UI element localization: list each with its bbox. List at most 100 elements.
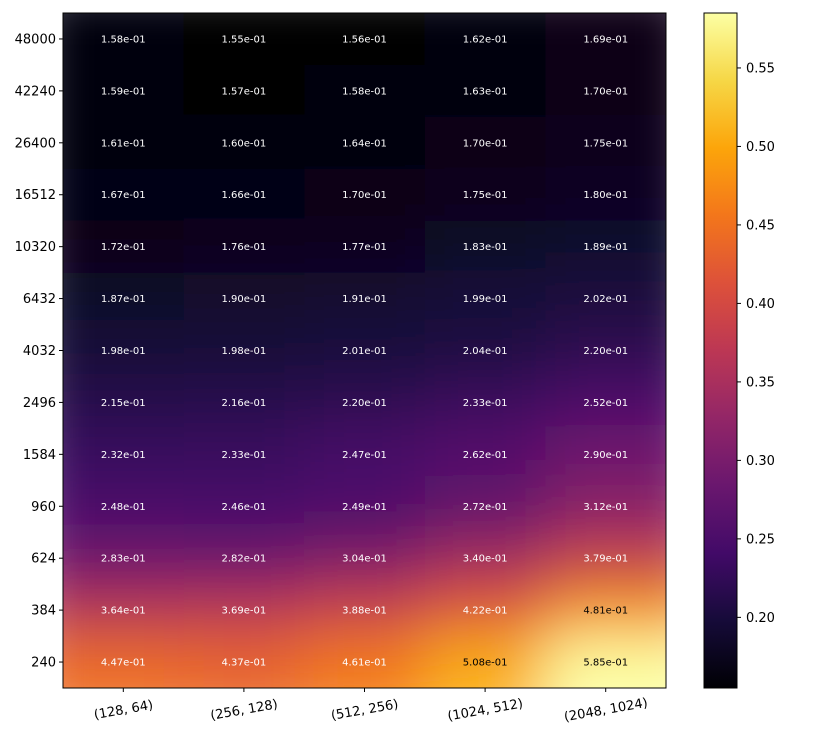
heatmap-cell [304, 116, 426, 170]
cell-value-label: 2.16e-01 [222, 398, 267, 409]
cell-value-label: 1.58e-01 [101, 34, 146, 45]
heatmap-cell [304, 532, 426, 585]
cell-value-label: 1.87e-01 [101, 294, 146, 305]
cell-value-label: 3.04e-01 [342, 554, 387, 565]
heatmap-cell [545, 428, 666, 481]
cell-labels: 1.58e-01 1.55e-01 1.56e-01 1.62e-01 1.69e-01… [101, 34, 628, 668]
heatmap-cell [545, 636, 666, 688]
y-tick-label: 10320 [15, 240, 56, 255]
heatmap-cell [63, 376, 185, 429]
cell-value-label: 1.70e-01 [342, 190, 387, 201]
heatmap-cell [183, 13, 305, 66]
cell-value-label: 2.49e-01 [342, 502, 387, 513]
heatmap-cell [424, 64, 546, 118]
cell-value-label: 5.08e-01 [463, 658, 508, 669]
heatmap-cell [424, 220, 546, 274]
heatmap-cell [63, 324, 185, 377]
cell-value-label: 1.77e-01 [342, 242, 387, 253]
cell-value-label: 2.20e-01 [583, 346, 628, 357]
cell-value-label: 3.64e-01 [101, 606, 146, 617]
colorbar-tick-label: 0.30 [746, 454, 775, 469]
cell-value-label: 2.20e-01 [342, 398, 387, 409]
cell-value-label: 1.67e-01 [101, 190, 146, 201]
y-tick-label: 960 [31, 500, 56, 515]
cell-value-label: 2.90e-01 [583, 450, 628, 461]
heatmap-cell [424, 428, 546, 481]
cell-value-label: 4.81e-01 [583, 606, 628, 617]
x-tick-label: (2048, 1024) [563, 696, 649, 725]
cell-value-label: 1.63e-01 [463, 86, 508, 97]
cell-value-label: 1.83e-01 [463, 242, 508, 253]
cell-value-label: 1.99e-01 [463, 294, 508, 305]
colorbar-tick-label: 0.40 [746, 297, 775, 312]
heatmap-cell [183, 116, 305, 170]
cell-value-label: 2.82e-01 [222, 554, 267, 565]
cell-value-label: 1.98e-01 [222, 346, 267, 357]
heatmap-cell [63, 584, 185, 637]
cell-value-label: 2.47e-01 [342, 450, 387, 461]
cell-value-label: 2.62e-01 [463, 450, 508, 461]
cell-value-label: 1.98e-01 [101, 346, 146, 357]
y-tick-label: 1584 [23, 448, 56, 463]
cell-value-label: 2.01e-01 [342, 346, 387, 357]
cell-value-label: 5.85e-01 [583, 658, 628, 669]
heatmap-cell [63, 532, 185, 585]
cell-value-label: 1.64e-01 [342, 138, 387, 149]
cell-value-label: 1.58e-01 [342, 86, 387, 97]
colorbar-tick-label: 0.55 [746, 61, 775, 76]
colorbar-tick-label: 0.45 [746, 218, 775, 233]
cell-value-label: 1.62e-01 [463, 34, 508, 45]
cell-value-label: 1.55e-01 [222, 34, 267, 45]
cell-value-label: 1.80e-01 [583, 190, 628, 201]
heatmap-cell [63, 116, 185, 170]
cell-value-label: 3.69e-01 [222, 606, 267, 617]
heatmap-cell [183, 428, 305, 481]
cell-value-label: 2.32e-01 [101, 450, 146, 461]
heatmap-cell [63, 64, 185, 118]
y-tick-label: 42240 [15, 84, 56, 99]
heatmap-cell [63, 168, 185, 222]
heatmap-cell [424, 272, 546, 326]
cell-value-label: 1.89e-01 [583, 242, 628, 253]
y-tick-label: 26400 [15, 136, 56, 151]
y-tick-label: 240 [31, 656, 56, 671]
cell-value-label: 1.66e-01 [222, 190, 267, 201]
y-tick-label: 4032 [23, 344, 56, 359]
heatmap-cell [183, 376, 305, 429]
heatmap-cell [424, 636, 546, 688]
heatmap-cell [304, 272, 426, 326]
heatmap-cell [183, 168, 305, 222]
cell-value-label: 2.33e-01 [463, 398, 508, 409]
heatmap-cell [424, 13, 546, 66]
heatmap-cell [63, 480, 185, 533]
cell-value-label: 2.72e-01 [463, 502, 508, 513]
x-tick-label: (128, 64) [93, 698, 154, 723]
cell-value-label: 4.22e-01 [463, 606, 508, 617]
x-tick-label: (512, 256) [330, 697, 400, 724]
heatmap-cell [304, 220, 426, 274]
heatmap-cell [545, 168, 666, 222]
heatmap-cell [183, 64, 305, 118]
colorbar-tick-label: 0.50 [746, 140, 775, 155]
heatmap-cell [183, 480, 305, 533]
y-tick-label: 6432 [23, 292, 56, 307]
heatmap-cell [424, 116, 546, 170]
cell-value-label: 1.57e-01 [222, 86, 267, 97]
cell-value-label: 1.72e-01 [101, 242, 146, 253]
cell-value-label: 2.46e-01 [222, 502, 267, 513]
heatmap-cell [63, 428, 185, 481]
heatmap-cell [183, 324, 305, 377]
cell-value-label: 1.75e-01 [463, 190, 508, 201]
y-axis: 48000 42240 26400 16512 10320 6432 4032 2496 158… [15, 32, 63, 671]
cell-value-label: 2.33e-01 [222, 450, 267, 461]
colorbar-tick-label: 0.25 [746, 532, 775, 547]
heatmap-cell [424, 324, 546, 377]
cell-value-label: 4.47e-01 [101, 658, 146, 669]
colorbar-frame [703, 12, 738, 689]
cell-value-label: 1.70e-01 [583, 86, 628, 97]
heatmap-cell [183, 636, 305, 688]
cell-value-label: 2.52e-01 [583, 398, 628, 409]
heatmap-cell [545, 324, 666, 377]
heatmap-cell [183, 220, 305, 274]
